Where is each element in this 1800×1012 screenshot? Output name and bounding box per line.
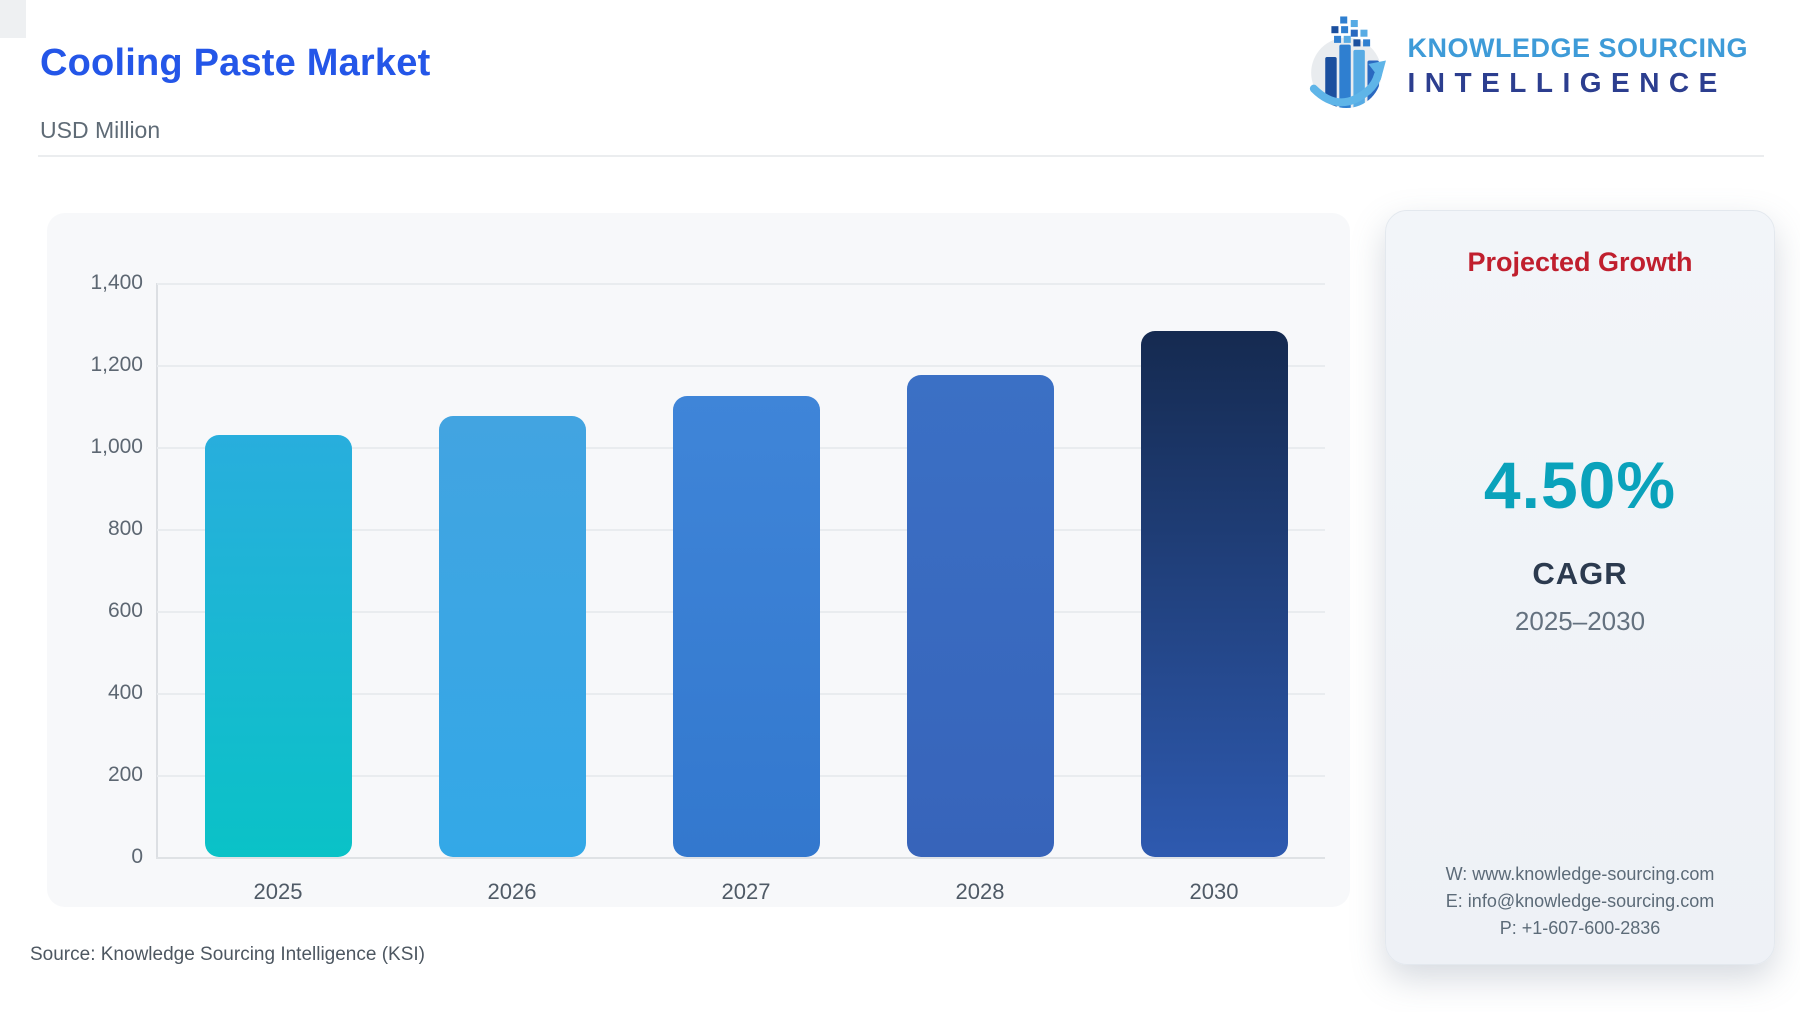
contact-block: W: www.knowledge-sourcing.com E: info@kn… (1386, 861, 1774, 942)
cagr-value: 4.50% (1483, 448, 1677, 522)
screen-corner-artifact (0, 0, 26, 38)
contact-email: E: info@knowledge-sourcing.com (1445, 891, 1715, 911)
x-axis-label-2025: 2025 (253, 879, 303, 904)
page-title: Cooling Paste Market (40, 42, 431, 84)
y-axis-tick-label: 800 (107, 517, 143, 540)
bar-2028 (906, 375, 1054, 857)
x-axis-label-2030: 2030 (1189, 879, 1239, 904)
header-divider (38, 155, 1764, 157)
contact-website: W: www.knowledge-sourcing.com (1445, 864, 1715, 884)
bar-2025 (204, 435, 352, 857)
y-axis-line (156, 283, 158, 859)
logo-text-intelligence: INTELLIGENCE (1407, 67, 1727, 99)
logo-pixel-squares (1331, 16, 1371, 47)
y-axis-tick-label: 200 (107, 763, 143, 786)
contact-phone: P: +1-607-600-2836 (1499, 918, 1661, 938)
source-note: Source: Knowledge Sourcing Intelligence … (30, 944, 426, 965)
bar-2026 (438, 416, 586, 857)
projected-growth-card: Projected Growth 4.50% CAGR 2025–2030 W:… (1385, 210, 1775, 965)
bar-2030 (1140, 331, 1288, 857)
x-axis-label-2026: 2026 (487, 879, 537, 904)
gridline (157, 365, 1325, 367)
logo-chart-arrow-icon (1305, 14, 1393, 119)
logo-wordmark: KNOWLEDGE SOURCING INTELLIGENCE (1407, 33, 1748, 99)
y-axis-tick-label: 600 (107, 599, 143, 622)
x-axis-line (156, 857, 1325, 859)
y-axis-tick-label: 0 (131, 845, 143, 868)
cagr-label: CAGR (1532, 556, 1628, 591)
x-axis-label-2027: 2027 (721, 879, 771, 904)
y-axis-tick-label: 400 (107, 681, 143, 704)
bar-chart-panel: 1,400 1,200 1,000 800 600 400 200 0 2025 2026 2027… (47, 213, 1350, 907)
company-logo: KNOWLEDGE SOURCING INTELLIGENCE (1305, 14, 1748, 119)
cagr-period: 2025–2030 (1514, 606, 1646, 636)
y-axis-tick-label: 1,200 (90, 353, 143, 376)
y-axis-tick-label: 1,000 (90, 435, 143, 458)
unit-label: USD Million (40, 117, 161, 143)
x-axis-label-2028: 2028 (955, 879, 1005, 904)
logo-text-knowledge-sourcing: KNOWLEDGE SOURCING (1407, 33, 1748, 64)
growth-card-heading: Projected Growth (1467, 247, 1693, 277)
gridline (157, 283, 1325, 285)
bar-2027 (672, 396, 820, 857)
y-axis-tick-label: 1,400 (90, 271, 143, 294)
